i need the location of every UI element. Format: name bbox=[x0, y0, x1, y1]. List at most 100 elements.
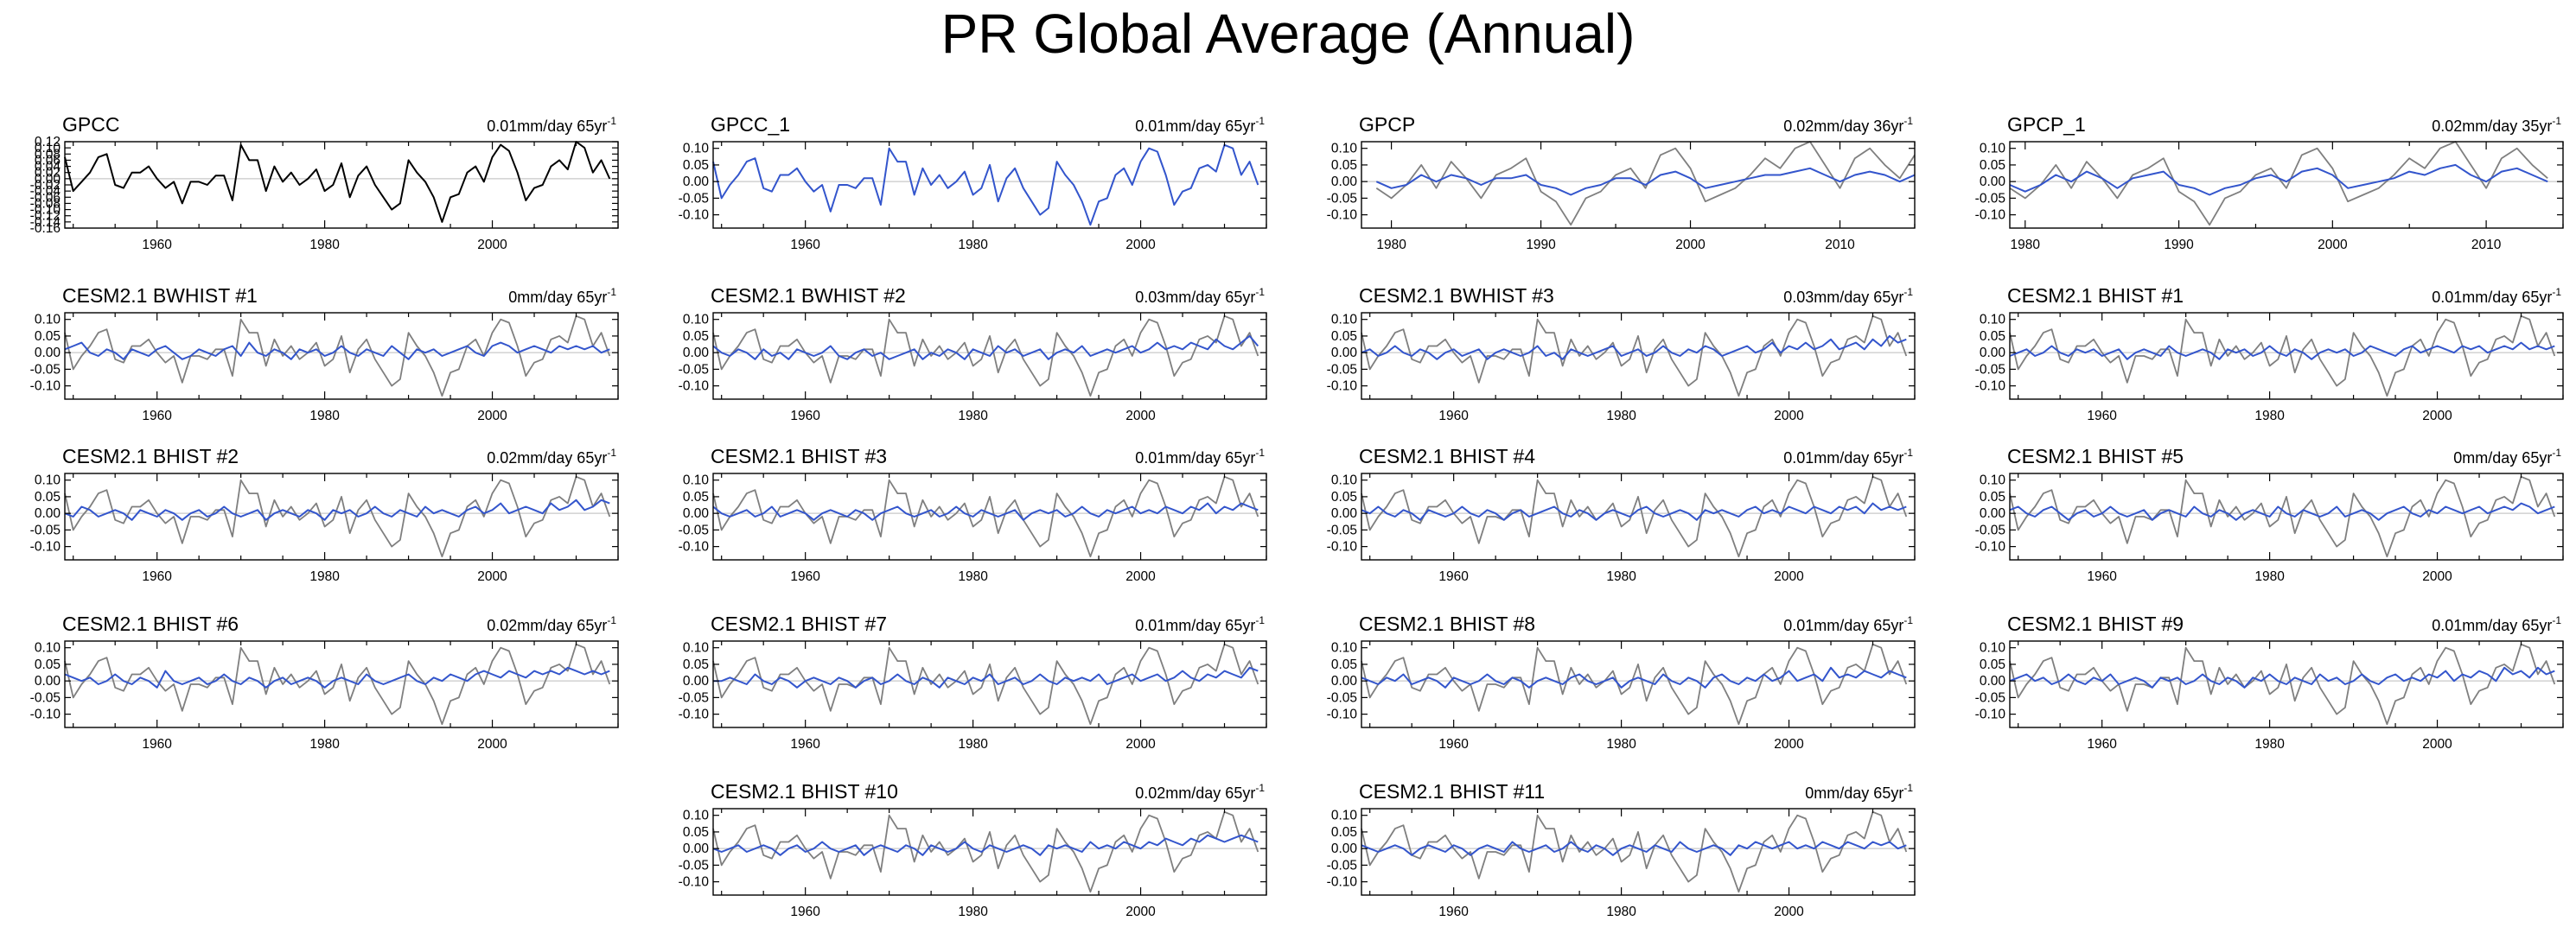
y-tick-label: -0.05 bbox=[30, 523, 61, 537]
series-line-model bbox=[2009, 666, 2555, 689]
y-tick-label: 0.05 bbox=[683, 329, 709, 344]
y-tick-label: 0.05 bbox=[683, 490, 709, 505]
page-title: PR Global Average (Annual) bbox=[940, 3, 1636, 65]
x-tick-label: 1960 bbox=[1438, 569, 1469, 584]
series-line-model bbox=[712, 834, 1259, 856]
series-line-reference bbox=[1361, 314, 1908, 397]
series-line-model bbox=[713, 666, 1259, 689]
x-tick-label: 1980 bbox=[958, 409, 988, 423]
series-line-model bbox=[712, 143, 1259, 226]
panel-5: 1960 1980 2000 0.10 0.05 0.00 -0.05 -0.10 CESM2.… bbox=[30, 284, 619, 423]
y-tick-label: -0.05 bbox=[30, 690, 61, 705]
plot-frame bbox=[2009, 312, 2564, 400]
y-tick-label: -0.05 bbox=[1327, 191, 1357, 206]
panel-trend-label: 0.01mm/day 65yr-1 bbox=[1135, 115, 1265, 135]
y-tick-label: -0.10 bbox=[30, 379, 61, 394]
x-tick-label: 1980 bbox=[958, 905, 988, 919]
x-tick-label: 2000 bbox=[1774, 409, 1804, 423]
x-tick-label: 1960 bbox=[790, 569, 820, 584]
y-tick-label: -0.10 bbox=[30, 540, 61, 555]
x-tick-label: 1960 bbox=[2087, 409, 2117, 423]
y-tick-label: -0.10 bbox=[679, 875, 710, 890]
panel-trend-label: 0.02mm/day 65yr-1 bbox=[487, 447, 616, 467]
y-tick-label: 0.05 bbox=[683, 825, 709, 840]
plot-frame bbox=[712, 312, 1267, 400]
y-tick-label: 0.00 bbox=[683, 674, 710, 689]
x-tick-label: 1980 bbox=[309, 409, 340, 423]
x-tick-label: 2000 bbox=[1774, 905, 1804, 919]
y-tick-label: -0.04 bbox=[30, 184, 61, 199]
x-tick-label: 2000 bbox=[2422, 409, 2452, 423]
y-tick-label: -0.14 bbox=[30, 215, 61, 230]
y-tick-label: 0.00 bbox=[1331, 175, 1358, 189]
y-tick-label: 0.00 bbox=[35, 346, 61, 360]
panel-trend-label: 0.01mm/day 65yr-1 bbox=[1135, 614, 1265, 634]
series-line-reference bbox=[1375, 141, 1916, 226]
y-tick-label: 0.10 bbox=[1980, 142, 2006, 156]
y-tick-label: -0.10 bbox=[1975, 208, 2006, 223]
series-line-model bbox=[1361, 841, 1907, 856]
panel-18: 1960 1980 2000 0.10 0.05 0.00 -0.05 -0.10 CESM2.… bbox=[1327, 780, 1916, 919]
x-tick-label: 2000 bbox=[477, 737, 507, 752]
y-tick-label: 0.08 bbox=[35, 147, 61, 162]
x-tick-label: 1980 bbox=[2011, 238, 2041, 252]
panel-title: CESM2.1 BHIST #9 bbox=[2007, 613, 2184, 635]
y-tick-label: 0.10 bbox=[683, 641, 710, 656]
x-tick-label: 1960 bbox=[142, 569, 172, 584]
y-tick-label: -0.10 bbox=[679, 708, 710, 722]
panel-trend-label: 0mm/day 65yr-1 bbox=[508, 286, 616, 306]
panel-17: 1960 1980 2000 0.10 0.05 0.00 -0.05 -0.10 CESM2.… bbox=[679, 780, 1267, 919]
y-tick-label: -0.05 bbox=[679, 858, 709, 873]
y-tick-label: 0.00 bbox=[683, 842, 710, 856]
x-tick-label: 1980 bbox=[1606, 737, 1636, 752]
series-line-reference bbox=[712, 314, 1259, 397]
y-tick-label: 0.05 bbox=[1980, 657, 2005, 672]
panel-13: 1960 1980 2000 0.100.05 0.00-0.05 -0.10 CESM2.… bbox=[30, 613, 619, 752]
x-tick-label: 1990 bbox=[1526, 238, 1556, 252]
plot-frame bbox=[2009, 141, 2564, 229]
x-tick-label: 1980 bbox=[1376, 238, 1406, 252]
y-tick-label: -0.05 bbox=[679, 191, 709, 206]
x-tick-label: 1960 bbox=[2087, 569, 2117, 584]
y-tick-label: 0.10 bbox=[35, 473, 61, 488]
panel-title: CESM2.1 BWHIST #3 bbox=[1359, 284, 1554, 307]
panel-title: CESM2.1 BHIST #7 bbox=[711, 613, 887, 635]
y-tick-label: -0.05 bbox=[679, 690, 709, 705]
y-tick-label: 0.10 bbox=[35, 141, 61, 156]
y-tick-label: -0.05 bbox=[1327, 690, 1357, 705]
panel-trend-label: 0mm/day 65yr-1 bbox=[2453, 447, 2561, 467]
panel-title: GPCC_1 bbox=[711, 113, 790, 136]
x-tick-label: 1960 bbox=[1438, 905, 1469, 919]
x-tick-label: 1980 bbox=[1606, 409, 1636, 423]
plot-frame bbox=[712, 808, 1267, 896]
x-tick-label: 1960 bbox=[790, 409, 820, 423]
x-tick-label: 2000 bbox=[1125, 905, 1156, 919]
panel-9: 1960 1980 2000 0.10 0.050.00 -0.05 -0.10 CESM2.… bbox=[30, 445, 619, 584]
series-line-reference bbox=[1361, 475, 1908, 558]
series-line-model bbox=[1375, 167, 1916, 196]
y-tick-label: -0.10 bbox=[30, 708, 61, 722]
panel-trend-label: 0.03mm/day 65yr-1 bbox=[1135, 286, 1265, 306]
y-tick-label: 0.10 bbox=[1331, 473, 1358, 488]
y-tick-label: -0.10 bbox=[679, 379, 710, 394]
series-line-reference bbox=[64, 643, 611, 726]
panel-16: 1960 1980 2000 0.100.05 0.00-0.05 -0.10 CESM2.… bbox=[1975, 613, 2564, 752]
panel-trend-label: 0.01mm/day 65yr-1 bbox=[2432, 286, 2561, 306]
y-tick-label: -0.05 bbox=[1975, 523, 2005, 537]
x-tick-label: 2000 bbox=[2422, 569, 2452, 584]
panel-trend-label: 0.02mm/day 36yr-1 bbox=[1783, 115, 1913, 135]
x-tick-label: 1980 bbox=[1606, 905, 1636, 919]
panel-trend-label: 0.02mm/day 65yr-1 bbox=[1135, 782, 1265, 802]
panel-title: GPCP bbox=[1359, 113, 1415, 136]
x-tick-label: 1960 bbox=[142, 737, 172, 752]
y-tick-label: -0.10 bbox=[1327, 379, 1358, 394]
y-tick-label: 0.05 bbox=[35, 329, 61, 344]
plot-frame bbox=[1361, 312, 1916, 400]
x-tick-label: 1980 bbox=[309, 238, 340, 252]
y-tick-label: 0.10 bbox=[1980, 313, 2006, 327]
series-line-reference bbox=[712, 643, 1259, 726]
y-tick-label: 0.00 bbox=[1331, 506, 1358, 521]
y-tick-label: 0.05 bbox=[35, 657, 61, 672]
x-tick-label: 2000 bbox=[1125, 569, 1156, 584]
plot-frame bbox=[712, 473, 1267, 561]
